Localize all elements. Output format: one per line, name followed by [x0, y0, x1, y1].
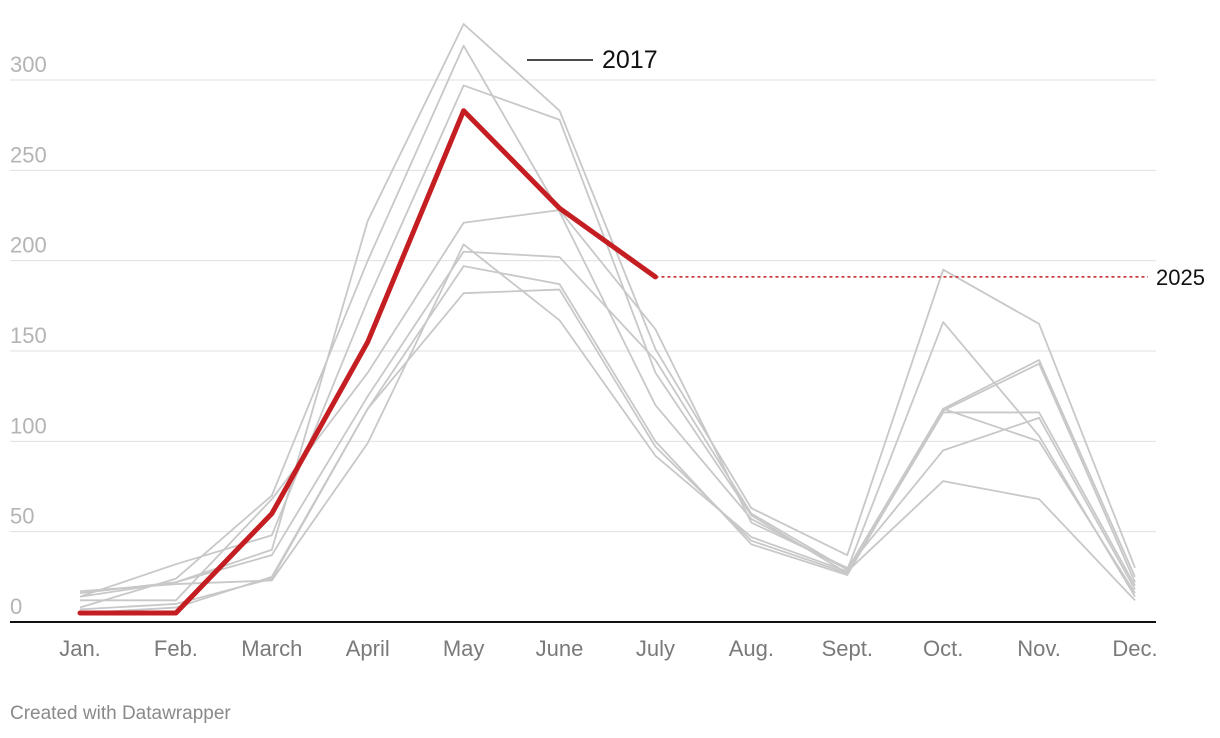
series-label-2025: 2025	[1156, 265, 1205, 290]
y-tick-label: 200	[10, 233, 47, 258]
y-tick-label: 0	[10, 594, 22, 619]
x-tick-label: April	[346, 636, 390, 661]
x-tick-label: June	[536, 636, 584, 661]
background-series-line-3	[79, 84, 1136, 598]
x-tick-label: March	[241, 636, 302, 661]
x-tick-label: July	[636, 636, 675, 661]
x-tick-label: Feb.	[154, 636, 198, 661]
background-series-line-8	[79, 288, 1136, 611]
x-tick-label: Sept.	[822, 636, 873, 661]
x-tick-label: Nov.	[1017, 636, 1061, 661]
y-tick-label: 300	[10, 52, 47, 77]
x-tick-label: Oct.	[923, 636, 963, 661]
x-tick-label: May	[443, 636, 485, 661]
series-label-2017-text: 2017	[602, 46, 658, 74]
gridlines	[10, 79, 1156, 533]
y-tick-label: 100	[10, 413, 47, 438]
y-tick-label: 50	[10, 504, 34, 529]
y-tick-label: 150	[10, 323, 47, 348]
background-series-line-5	[79, 250, 1136, 598]
y-axis-ticks: 0 50 100 150 200 250 300	[10, 52, 47, 619]
background-series	[79, 23, 1136, 614]
x-axis-ticks: Jan. Feb. March April May June July Aug. Sept. Oc…	[59, 636, 1157, 661]
background-series-line-4	[80, 209, 1136, 602]
x-tick-label: Dec.	[1112, 636, 1157, 661]
series-label-2017: 2017	[527, 46, 658, 74]
highlight-series-line	[77, 108, 658, 616]
background-series-line-2	[79, 44, 1136, 609]
background-series-line-1	[79, 23, 1136, 594]
y-tick-label: 250	[10, 142, 47, 167]
x-tick-label: Jan.	[59, 636, 101, 661]
x-tick-label: Aug.	[729, 636, 774, 661]
footer-credit: Created with Datawrapper	[10, 703, 231, 724]
